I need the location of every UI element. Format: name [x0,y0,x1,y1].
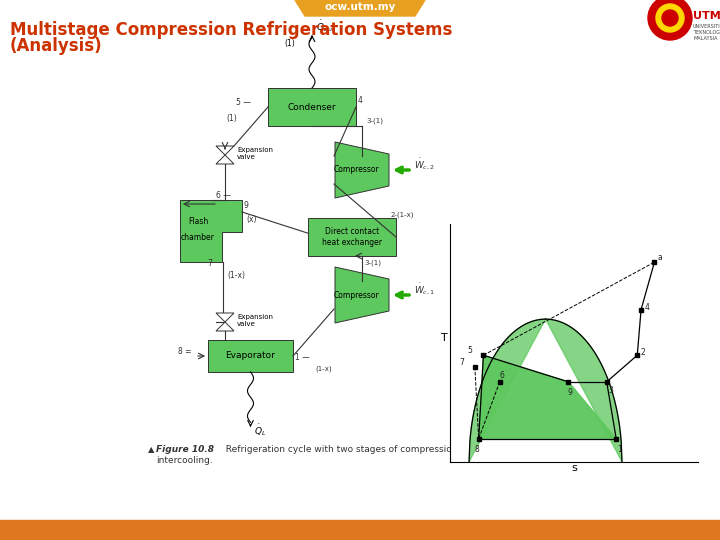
Text: 9: 9 [568,388,573,397]
Text: Compressor: Compressor [334,291,380,300]
Text: 1 —: 1 — [295,353,310,362]
Polygon shape [180,200,242,262]
Y-axis label: T: T [441,333,448,343]
Text: (1-x): (1-x) [315,365,332,372]
Circle shape [662,10,678,26]
Polygon shape [216,155,234,164]
Text: 3-(1): 3-(1) [366,117,383,124]
Text: 8 =: 8 = [178,347,192,356]
Text: (x): (x) [246,215,256,224]
Polygon shape [469,319,622,462]
Text: 9: 9 [244,201,249,210]
Polygon shape [335,267,389,323]
Circle shape [648,0,692,40]
Text: intercooling.: intercooling. [156,456,212,465]
Bar [208,340,293,372]
Text: $\dot{W}_{c,1}$: $\dot{W}_{c,1}$ [414,281,435,297]
Polygon shape [216,322,234,331]
Polygon shape [335,142,389,198]
Text: Refrigeration cycle with two stages of compression and flash: Refrigeration cycle with two stages of c… [220,445,502,454]
Text: $\dot{W}_{c,2}$: $\dot{W}_{c,2}$ [414,157,435,172]
Text: 2-(1-x): 2-(1-x) [391,211,415,218]
Text: Figure 10.8: Figure 10.8 [156,445,214,454]
Text: Compressor: Compressor [334,165,380,174]
Text: (1): (1) [226,114,237,123]
Text: (1): (1) [284,39,294,48]
Text: $\dot{Q}_{L}$: $\dot{Q}_{L}$ [254,422,267,437]
Text: 6: 6 [499,371,504,380]
Text: Flash: Flash [188,217,208,226]
Text: Evaporator: Evaporator [225,352,276,361]
Text: Multistage Compression Refrigeration Systems: Multistage Compression Refrigeration Sys… [10,21,452,39]
Text: 4: 4 [644,302,649,312]
Text: UTM: UTM [693,11,720,21]
Text: 7: 7 [207,259,212,268]
Polygon shape [216,313,234,322]
Text: ▲: ▲ [148,445,155,454]
Bar [268,88,356,126]
Text: 6 —: 6 — [216,191,231,200]
Text: 5: 5 [467,346,472,355]
Polygon shape [216,146,234,155]
Text: $\dot{Q}_{out}$: $\dot{Q}_{out}$ [316,18,336,33]
Text: Expansion: Expansion [237,147,273,153]
Bar [308,218,396,256]
Text: 1: 1 [618,445,622,454]
Text: 2: 2 [641,348,645,357]
Text: Condenser: Condenser [288,103,336,111]
Text: 7: 7 [459,358,464,367]
Polygon shape [479,355,616,439]
Text: (1-x): (1-x) [227,271,245,280]
Circle shape [656,4,684,32]
Text: (Analysis): (Analysis) [10,37,103,55]
Text: 3: 3 [608,386,613,395]
Text: a: a [658,253,662,262]
Text: valve: valve [237,321,256,327]
Text: 4: 4 [358,96,363,105]
Text: valve: valve [237,154,256,160]
Text: Expansion: Expansion [237,314,273,320]
Text: Direct contact
heat exchanger: Direct contact heat exchanger [322,227,382,247]
Text: 3-(1): 3-(1) [364,259,381,266]
Polygon shape [295,0,425,16]
Text: chamber: chamber [181,233,215,242]
Text: 8: 8 [474,445,479,454]
Text: ocw.utm.my: ocw.utm.my [324,2,396,12]
Text: 5 —: 5 — [236,98,251,107]
Polygon shape [0,520,720,540]
Text: UNIVERSITI
TEKNOLOGI
MALAYSIA: UNIVERSITI TEKNOLOGI MALAYSIA [693,24,720,40]
X-axis label: s: s [572,463,577,473]
